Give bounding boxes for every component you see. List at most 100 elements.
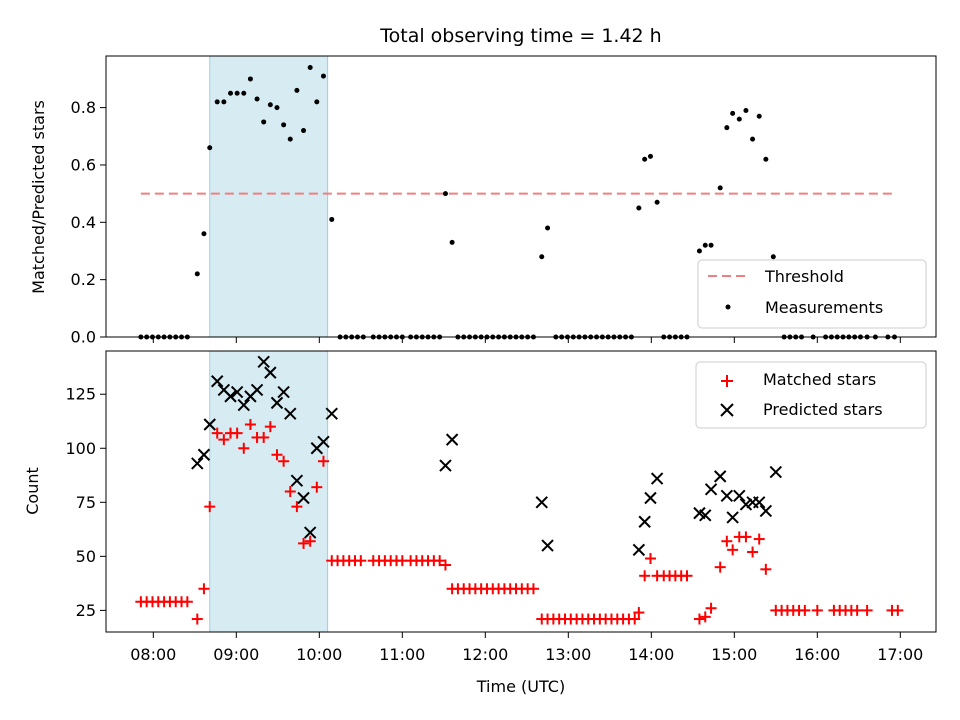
matched-star-point bbox=[317, 455, 329, 467]
measurement-point bbox=[294, 87, 300, 93]
legend-threshold-label: Threshold bbox=[764, 267, 844, 286]
matched-star-point bbox=[284, 486, 296, 497]
legend-matched-swatch bbox=[721, 375, 733, 387]
predicted-star-point bbox=[284, 407, 297, 420]
measurement-point bbox=[654, 199, 660, 205]
x-tick-label: 09:00 bbox=[213, 645, 259, 664]
measurement-point bbox=[708, 242, 714, 248]
predicted-star-point bbox=[739, 498, 753, 511]
matched-star-point bbox=[639, 570, 651, 582]
measurement-point bbox=[214, 99, 220, 105]
matched-star-point bbox=[191, 613, 203, 625]
matched-star-point bbox=[681, 570, 693, 582]
predicted-star-point bbox=[720, 489, 734, 503]
measurement-point bbox=[261, 119, 267, 125]
y-tick-label: 50 bbox=[76, 547, 96, 566]
x-tick-label: 16:00 bbox=[794, 645, 840, 664]
legend-predicted-swatch bbox=[720, 403, 734, 417]
x-tick-label: 12:00 bbox=[462, 645, 508, 664]
predicted-star-point bbox=[270, 396, 284, 410]
predicted-star-point bbox=[445, 433, 459, 446]
measurement-point bbox=[730, 110, 736, 116]
predicted-stars-points bbox=[191, 355, 783, 557]
matched-star-point bbox=[721, 535, 733, 547]
predicted-star-point bbox=[699, 509, 712, 522]
matched-star-point bbox=[760, 563, 772, 575]
measurement-point bbox=[449, 239, 455, 245]
measurement-point bbox=[314, 99, 320, 105]
matched-star-point bbox=[629, 613, 641, 625]
y-tick-label: 0.6 bbox=[71, 155, 96, 174]
measurement-point bbox=[743, 107, 749, 113]
matched-star-point bbox=[740, 531, 752, 543]
matched-star-point bbox=[211, 427, 223, 439]
measurement-point bbox=[274, 105, 280, 111]
measurement-point bbox=[736, 116, 742, 122]
predicted-star-point bbox=[726, 511, 739, 524]
measurement-point bbox=[221, 99, 227, 105]
top-highlight-span bbox=[209, 55, 329, 338]
legend-measurements-label: Measurements bbox=[765, 298, 883, 317]
predicted-star-point bbox=[211, 375, 224, 388]
measurement-point bbox=[696, 248, 702, 254]
measurement-point bbox=[770, 254, 776, 260]
predicted-star-point bbox=[650, 472, 664, 485]
predicted-star-point bbox=[713, 470, 727, 483]
y-tick-label: 0.2 bbox=[71, 270, 96, 289]
matched-star-point bbox=[633, 607, 645, 619]
y-tick-label: 75 bbox=[76, 493, 96, 512]
predicted-star-point bbox=[191, 457, 204, 470]
predicted-star-point bbox=[203, 418, 216, 431]
top-legend: Threshold Measurements bbox=[697, 259, 927, 329]
predicted-star-point bbox=[230, 385, 244, 399]
bottom-ylabel: Count bbox=[23, 467, 42, 515]
predicted-star-point bbox=[769, 465, 783, 479]
predicted-star-point bbox=[257, 355, 270, 369]
measurement-point bbox=[254, 96, 260, 102]
top-title: Total observing time = 1.42 h bbox=[379, 25, 661, 47]
measurement-point bbox=[329, 216, 335, 222]
matched-star-point bbox=[231, 427, 243, 439]
matched-star-point bbox=[304, 535, 316, 547]
predicted-star-point bbox=[759, 504, 773, 518]
x-tick-label: 11:00 bbox=[379, 645, 425, 664]
measurement-point bbox=[636, 205, 642, 211]
measurement-point bbox=[307, 64, 313, 70]
predicted-star-point bbox=[290, 474, 304, 487]
matched-star-point bbox=[238, 442, 250, 454]
predicted-star-point bbox=[303, 526, 317, 539]
predicted-star-point bbox=[632, 543, 646, 557]
top-legend-box bbox=[697, 259, 927, 329]
predicted-star-point bbox=[535, 496, 548, 509]
x-tick-label: 10:00 bbox=[296, 645, 342, 664]
predicted-star-point bbox=[237, 398, 250, 412]
bottom-legend: Matched stars Predicted stars bbox=[695, 361, 927, 429]
matched-star-point bbox=[851, 604, 863, 616]
y-tick-label: 25 bbox=[76, 601, 96, 620]
measurement-point bbox=[756, 113, 762, 119]
measurement-point bbox=[234, 90, 240, 96]
measurement-point bbox=[642, 156, 648, 162]
measurement-point bbox=[724, 125, 730, 131]
matched-star-point bbox=[244, 418, 256, 430]
x-tick-label: 08:00 bbox=[130, 645, 176, 664]
matched-star-point bbox=[355, 555, 367, 567]
matched-star-point bbox=[198, 583, 210, 595]
matched-star-point bbox=[434, 555, 446, 567]
measurement-point bbox=[194, 271, 200, 277]
matched-star-point bbox=[278, 455, 290, 467]
predicted-star-point bbox=[197, 448, 211, 461]
matched-star-point bbox=[699, 611, 711, 623]
x-tick-label: 13:00 bbox=[545, 645, 591, 664]
matched-star-point bbox=[705, 602, 717, 614]
x-tick-label: 14:00 bbox=[628, 645, 674, 664]
measurement-point bbox=[201, 231, 207, 237]
measurement-point bbox=[287, 136, 293, 142]
measurement-point bbox=[647, 153, 653, 159]
matched-star-point bbox=[811, 604, 823, 616]
legend-measurements-swatch bbox=[725, 304, 731, 310]
matched-star-point bbox=[439, 559, 451, 571]
measurement-point bbox=[228, 90, 233, 96]
